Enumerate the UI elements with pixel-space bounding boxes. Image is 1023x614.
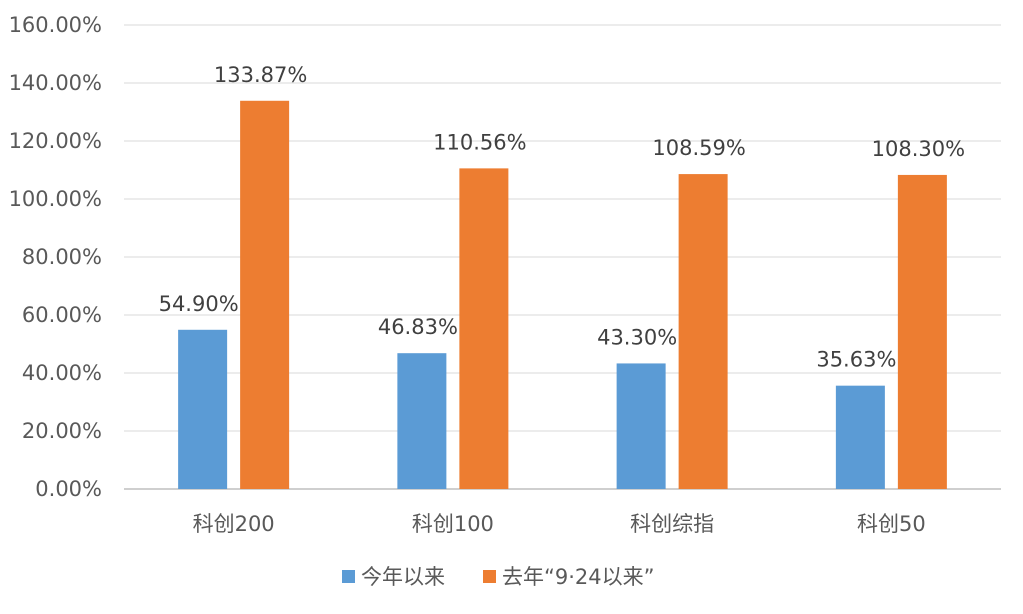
y-tick-label: 20.00% xyxy=(22,419,102,443)
category-label: 科创50 xyxy=(857,512,926,536)
y-tick-label: 140.00% xyxy=(9,71,102,95)
data-label: 43.30% xyxy=(597,325,677,349)
data-label: 35.63% xyxy=(816,348,896,372)
data-label: 110.56% xyxy=(433,130,526,154)
bar-ytd-2 xyxy=(616,363,666,489)
category-label: 科创100 xyxy=(412,512,494,536)
bar-ytd-0 xyxy=(178,329,228,489)
y-axis-ticks: 0.00% 20.00% 40.00% 60.00% 80.00% 100.00% 120.… xyxy=(9,13,102,501)
y-tick-label: 40.00% xyxy=(22,361,102,385)
bar-since-924-0 xyxy=(240,100,290,489)
data-label: 46.83% xyxy=(378,315,458,339)
legend-label: 去年“9·24以来” xyxy=(502,565,655,589)
legend-label: 今年以来 xyxy=(361,565,445,589)
data-labels: 54.90% 133.87% 46.83% 110.56% 43.30% 108.59% 3… xyxy=(159,63,966,372)
data-label: 108.59% xyxy=(652,136,745,160)
legend-swatch xyxy=(342,570,355,583)
y-tick-label: 0.00% xyxy=(35,477,102,501)
bar-ytd-3 xyxy=(835,385,885,489)
bar-since-924-2 xyxy=(678,174,728,490)
y-tick-label: 120.00% xyxy=(9,129,102,153)
x-axis-categories: 科创200 科创100 科创综指 科创50 xyxy=(193,512,926,536)
data-label: 108.30% xyxy=(872,137,965,161)
data-label: 133.87% xyxy=(214,63,307,87)
category-label: 科创综指 xyxy=(630,512,714,536)
y-tick-label: 100.00% xyxy=(9,187,102,211)
y-tick-label: 80.00% xyxy=(22,245,102,269)
bar-ytd-1 xyxy=(397,353,447,489)
bar-since-924-3 xyxy=(897,174,947,489)
data-label: 54.90% xyxy=(159,292,239,316)
legend: 今年以来 去年“9·24以来” xyxy=(342,565,655,589)
y-tick-label: 160.00% xyxy=(9,13,102,37)
category-label: 科创200 xyxy=(193,512,275,536)
bar-since-924-1 xyxy=(459,168,509,489)
y-tick-label: 60.00% xyxy=(22,303,102,327)
legend-swatch xyxy=(483,570,496,583)
bars xyxy=(178,100,947,490)
